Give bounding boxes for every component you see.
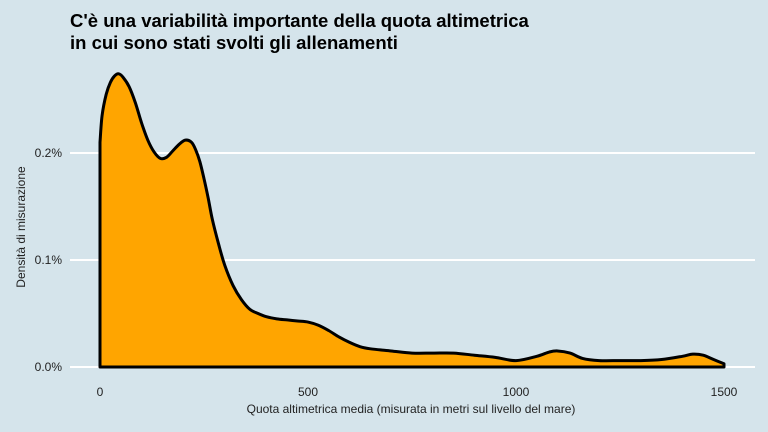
chart-title: C'è una variabilità importante della quo… bbox=[70, 10, 529, 54]
y-axis-ticks: 0.0% 0.1% 0.2% bbox=[35, 146, 63, 374]
x-axis-ticks: 0 500 1000 1500 bbox=[97, 385, 738, 399]
x-axis-title: Quota altimetrica media (misurata in met… bbox=[247, 402, 576, 416]
y-tick-label-0: 0.0% bbox=[35, 360, 63, 374]
density-area bbox=[98, 72, 726, 369]
x-tick-label-0: 0 bbox=[97, 385, 104, 399]
chart-title-line-1: C'è una variabilità importante della quo… bbox=[70, 10, 529, 31]
x-tick-label-1: 500 bbox=[298, 385, 318, 399]
x-tick-label-2: 1000 bbox=[503, 385, 530, 399]
chart-title-line-2: in cui sono stati svolti gli allenamenti bbox=[70, 32, 398, 53]
density-curve bbox=[98, 72, 726, 369]
y-axis-title: Densità di misurazione bbox=[14, 166, 28, 288]
x-tick-label-3: 1500 bbox=[711, 385, 738, 399]
y-tick-label-1: 0.1% bbox=[35, 253, 63, 267]
y-tick-label-2: 0.2% bbox=[35, 146, 63, 160]
